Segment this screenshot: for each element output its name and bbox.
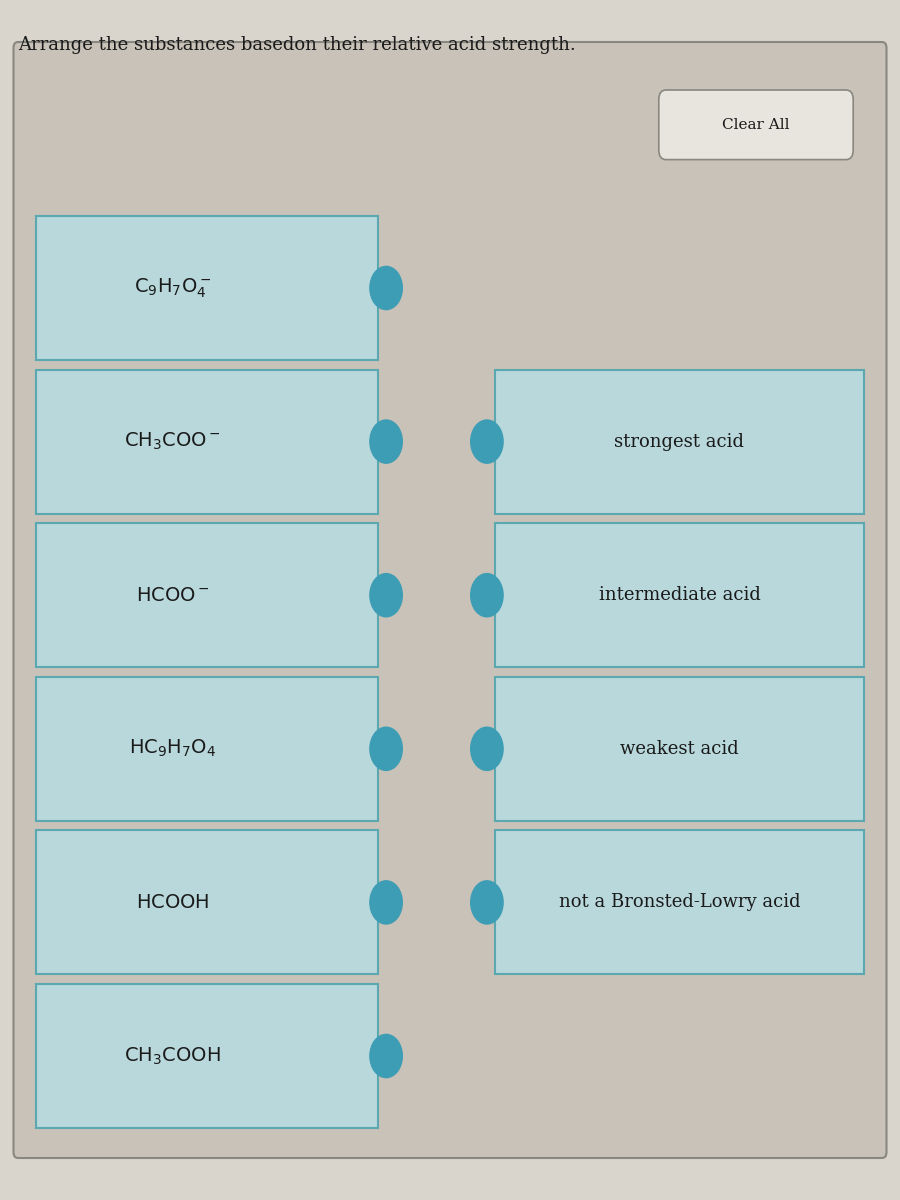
FancyBboxPatch shape <box>36 216 378 360</box>
Text: intermediate acid: intermediate acid <box>598 587 760 605</box>
Circle shape <box>471 881 503 924</box>
Text: Clear All: Clear All <box>722 118 790 132</box>
FancyBboxPatch shape <box>659 90 853 160</box>
Text: not a Bronsted-Lowry acid: not a Bronsted-Lowry acid <box>559 893 800 912</box>
Circle shape <box>370 574 402 617</box>
Text: $\mathrm{HCOOH}$: $\mathrm{HCOOH}$ <box>136 893 210 912</box>
FancyBboxPatch shape <box>36 523 378 667</box>
Circle shape <box>471 574 503 617</box>
Circle shape <box>370 420 402 463</box>
FancyBboxPatch shape <box>495 370 864 514</box>
FancyBboxPatch shape <box>14 42 886 1158</box>
Text: $\mathrm{HC_9H_7O_4}$: $\mathrm{HC_9H_7O_4}$ <box>130 738 216 760</box>
Circle shape <box>370 727 402 770</box>
Text: Arrange the substances based‬on their relative acid strength.: Arrange the substances based‬on their re… <box>18 36 576 54</box>
Text: $\mathrm{HCOO^-}$: $\mathrm{HCOO^-}$ <box>136 586 210 605</box>
Circle shape <box>370 266 402 310</box>
Circle shape <box>370 1034 402 1078</box>
Circle shape <box>471 727 503 770</box>
FancyBboxPatch shape <box>36 677 378 821</box>
FancyBboxPatch shape <box>36 830 378 974</box>
Text: $\mathrm{CH_3COO^-}$: $\mathrm{CH_3COO^-}$ <box>124 431 221 452</box>
Text: $\mathrm{CH_3COOH}$: $\mathrm{CH_3COOH}$ <box>124 1045 221 1067</box>
Circle shape <box>370 881 402 924</box>
Text: weakest acid: weakest acid <box>620 739 739 758</box>
Circle shape <box>471 420 503 463</box>
FancyBboxPatch shape <box>36 984 378 1128</box>
FancyBboxPatch shape <box>495 677 864 821</box>
Text: strongest acid: strongest acid <box>615 433 744 451</box>
FancyBboxPatch shape <box>36 370 378 514</box>
FancyBboxPatch shape <box>495 830 864 974</box>
FancyBboxPatch shape <box>495 523 864 667</box>
Text: $\mathrm{C_9H_7O_4^-}$: $\mathrm{C_9H_7O_4^-}$ <box>134 276 212 300</box>
